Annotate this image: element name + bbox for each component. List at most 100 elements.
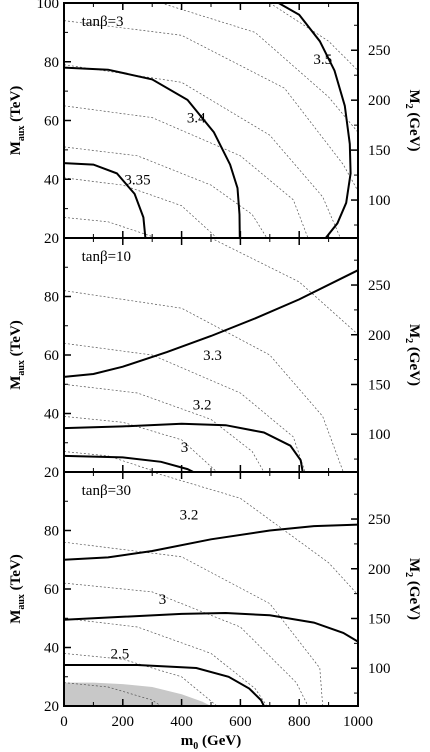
dotted-contour-2 (64, 653, 218, 706)
contour-3p35 (64, 162, 147, 238)
right-tick-label: 200 (368, 93, 391, 109)
dotted-contour-5 (64, 64, 341, 238)
right-tick-label: 150 (368, 611, 391, 627)
x-tick-label: 800 (288, 714, 311, 730)
right-tick-label: 150 (368, 377, 391, 393)
tanbeta-annotation: tanβ=30 (82, 483, 131, 499)
right-tick-label: 250 (368, 512, 391, 528)
panel-frame (63, 2, 359, 239)
left-axis-title: Maux (TeV) (8, 320, 27, 390)
contour-3p4 (64, 66, 241, 238)
contour-3p3 (64, 269, 358, 378)
right-tick-label: 100 (368, 193, 391, 209)
dotted-contour-7 (160, 3, 358, 133)
contour-label-3p2: 3.2 (180, 507, 199, 523)
contour-3p2 (64, 523, 358, 561)
right-axis-title: M2 (GeV) (403, 558, 422, 620)
left-axis-unit: (TeV) (8, 320, 24, 360)
right-tick-label: 200 (368, 562, 391, 578)
contour-label-3: 3 (181, 440, 189, 456)
right-tick-label: 100 (368, 661, 391, 677)
tanbeta-annotation: tanβ=10 (82, 249, 131, 265)
contour-label-3: 3 (159, 592, 167, 608)
right-axis-unit: (GeV) (406, 577, 422, 620)
contour-2p5 (64, 664, 265, 706)
left-tick-label: 40 (44, 641, 59, 657)
x-tick-label: 0 (60, 714, 68, 730)
left-axis-unit: (TeV) (8, 554, 24, 594)
contour-label-3p5: 3.5 (313, 52, 332, 68)
left-axis-subscript: aux (16, 126, 27, 142)
panel-plot-area (64, 3, 358, 238)
contour-3p2 (64, 422, 304, 472)
contour-3 (64, 454, 194, 472)
right-axis-symbol: M (406, 89, 422, 103)
x-tick-label: 200 (112, 714, 135, 730)
panel-1: 3.35 3.4 3.5 tanβ=3 20 40 60 80 100 100 150 200 250 M… (8, 0, 422, 247)
x-axis-title: m0 (GeV) (181, 733, 241, 752)
left-axis-title-text: Maux (TeV) (8, 554, 27, 624)
left-tick-label: 40 (44, 172, 59, 188)
contour-3p5 (278, 3, 352, 238)
contour-label-3p3: 3.3 (203, 348, 222, 364)
left-tick-label: 60 (44, 582, 59, 598)
right-axis-title-text: M2 (GeV) (403, 89, 422, 151)
x-axis-symbol: m (181, 733, 194, 749)
panel-2: 3 3.2 3.3 tanβ=10 20 40 60 80 100 150 200 250 Maux (… (8, 237, 422, 481)
x-axis-subscript: 0 (193, 741, 198, 752)
panel-plot-area (64, 472, 358, 706)
left-tick-label: 20 (44, 231, 59, 247)
excluded-region-shading (64, 682, 211, 706)
panel-frame (63, 471, 359, 707)
x-tick-label: 400 (170, 714, 193, 730)
left-axis-title-text: Maux (TeV) (8, 320, 27, 390)
left-tick-label: 20 (44, 465, 59, 481)
left-axis-title: Maux (TeV) (8, 86, 27, 156)
right-tick-label: 200 (368, 328, 391, 344)
dotted-contour-5 (64, 290, 344, 472)
dotted-contour-6 (64, 20, 358, 192)
right-axis-unit: (GeV) (406, 343, 422, 386)
dotted-contour-2 (64, 416, 218, 472)
x-tick-label: 1000 (343, 714, 373, 730)
dotted-contour-2 (64, 177, 218, 238)
left-axis-unit: (TeV) (8, 86, 24, 126)
right-tick-label: 150 (368, 143, 391, 159)
panel-plot-area (64, 238, 358, 472)
left-tick-label: 80 (44, 524, 59, 540)
right-axis-title: M2 (GeV) (403, 324, 422, 386)
contour-label-3p2: 3.2 (193, 398, 212, 414)
contour-label-3p4: 3.4 (187, 111, 206, 127)
right-tick-label: 250 (368, 278, 391, 294)
right-axis-subscript: 2 (403, 104, 414, 109)
right-tick-label: 250 (368, 43, 391, 59)
left-tick-label: 80 (44, 55, 59, 71)
left-tick-label: 20 (44, 699, 59, 715)
dotted-contour-3 (64, 383, 265, 472)
left-axis-subscript: aux (16, 360, 27, 376)
right-axis-symbol: M (406, 324, 422, 338)
right-axis-title-text: M2 (GeV) (403, 324, 422, 386)
right-axis-unit: (GeV) (406, 109, 422, 152)
left-axis-symbol: M (8, 376, 24, 390)
right-axis-subscript: 2 (403, 338, 414, 343)
right-axis-title: M2 (GeV) (403, 89, 422, 151)
left-axis-subscript: aux (16, 594, 27, 610)
contour-label-2p5: 2.5 (110, 646, 129, 662)
left-axis-title: Maux (TeV) (8, 554, 27, 624)
dotted-contour-5 (64, 541, 324, 706)
left-tick-label: 40 (44, 407, 59, 423)
x-axis-unit: (GeV) (198, 733, 241, 749)
left-axis-symbol: M (8, 141, 24, 155)
dotted-contour-4 (64, 342, 306, 472)
left-tick-label: 100 (37, 0, 60, 12)
right-axis-subscript: 2 (403, 572, 414, 577)
left-axis-title-text: Maux (TeV) (8, 86, 27, 156)
dotted-contour-1 (64, 451, 153, 471)
dotted-contour-8 (269, 3, 358, 71)
contour-label-3p35: 3.35 (124, 172, 150, 188)
x-tick-label: 600 (229, 714, 252, 730)
tanbeta-annotation: tanβ=3 (82, 14, 124, 30)
dotted-contour-3 (64, 146, 268, 238)
